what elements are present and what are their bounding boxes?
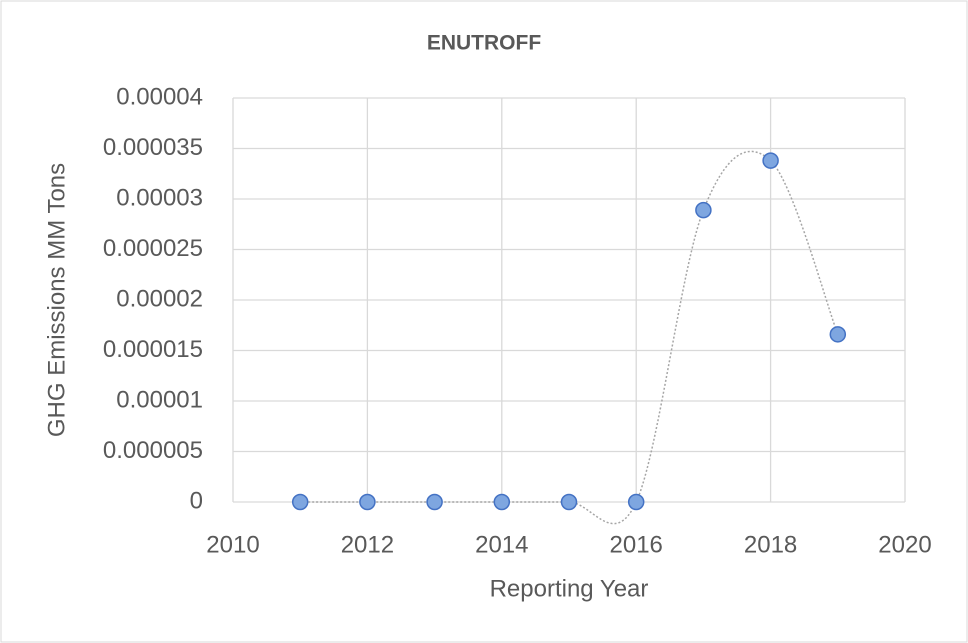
data-point [359,493,376,511]
x-tick-label: 2020 [878,531,931,558]
x-tick-label: 2018 [744,531,797,558]
chart-title: ENUTROFF [427,32,541,55]
data-point [291,493,309,511]
x-axis-label: Reporting Year [490,575,649,602]
data-point [695,201,712,219]
y-tick-label: 0.00002 [116,285,203,312]
y-tick-label: 0.00003 [116,184,203,211]
y-tick-label: 0.000015 [103,336,203,363]
x-tick-label: 2010 [206,531,259,558]
y-tick-label: 0.000025 [103,235,203,262]
y-tick-label: 0.000005 [103,437,203,464]
y-tick-label: 0.000035 [103,134,203,161]
data-point [426,493,443,511]
data-point [829,326,847,343]
data-point [627,493,645,511]
y-tick-label: 0.00001 [116,386,203,413]
x-tick-label: 2014 [475,531,528,558]
y-tick-label: 0.00004 [116,83,203,110]
data-point [762,152,779,169]
data-point [493,493,511,511]
y-tick-label: 0 [190,487,203,514]
data-point [560,493,578,511]
x-tick-label: 2016 [610,531,663,558]
y-axis-label: GHG Emissions MM Tons [43,163,70,437]
x-tick-label: 2012 [341,531,394,558]
